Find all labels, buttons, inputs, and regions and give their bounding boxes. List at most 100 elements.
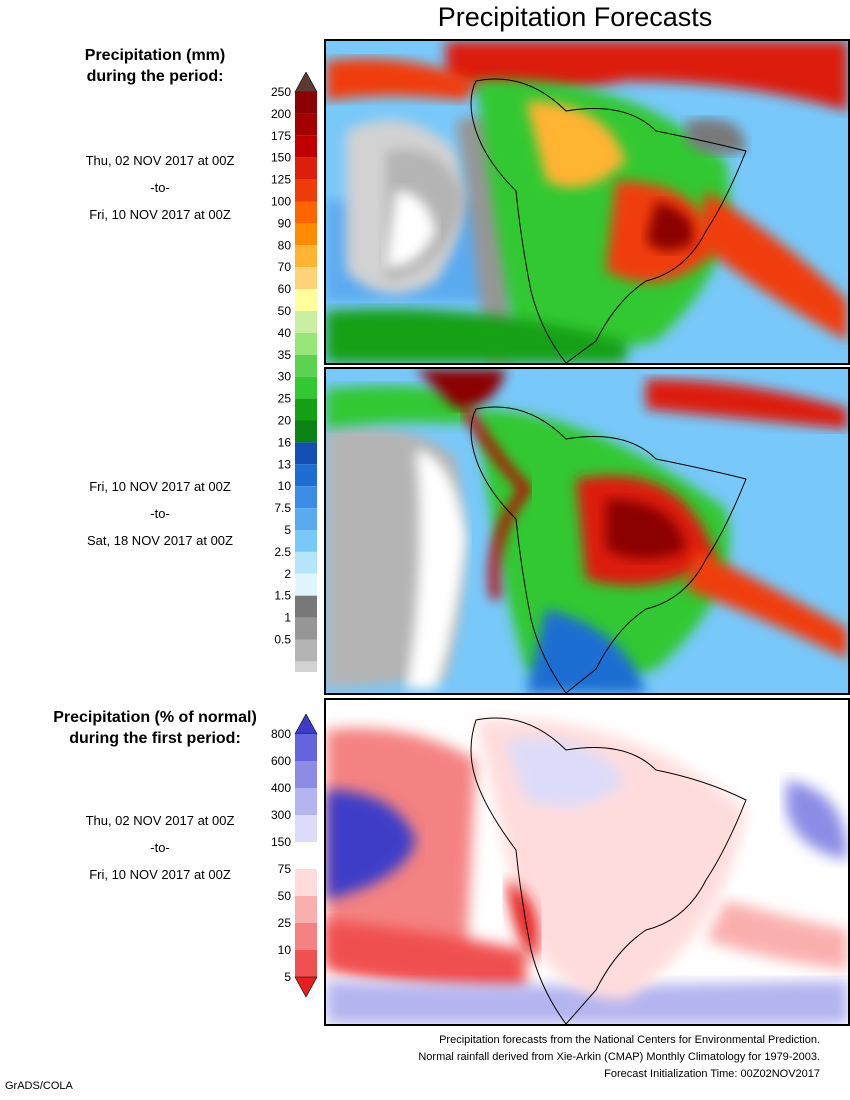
anomaly-period-start: Thu, 02 NOV 2017 at 00Z [85, 813, 235, 828]
anomaly-map [324, 698, 850, 1026]
anomaly-legend-tick-label: 400 [271, 781, 291, 795]
precip-legend-tick-label: 2 [284, 567, 291, 581]
period-2-label: Fri, 10 NOV 2017 at 00Z -to- Sat, 18 NOV… [40, 473, 280, 554]
precip-legend-band [295, 595, 317, 618]
precip-legend-band [295, 157, 317, 180]
precip-legend-tick-label: 25 [278, 392, 292, 406]
anomaly-section-title: Precipitation (% of normal) during the f… [20, 707, 290, 749]
anomaly-legend-tick-label: 800 [271, 727, 291, 741]
period-2-end: Sat, 18 NOV 2017 at 00Z [87, 533, 233, 548]
precip-legend-tick-label: 70 [278, 260, 292, 274]
precip-legend-tick-label: 50 [278, 304, 292, 318]
precip-legend-band [295, 573, 317, 596]
period-2-sep: -to- [150, 506, 170, 521]
anomaly-legend-band [295, 788, 317, 815]
precip-legend-tick-label: 10 [278, 479, 292, 493]
precip-legend-band [295, 135, 317, 158]
precip-map-period-1 [324, 39, 850, 365]
anomaly-legend-tick-label: 5 [284, 970, 291, 984]
footer-notes: Precipitation forecasts from the Nationa… [418, 1032, 820, 1083]
anomaly-legend-bottom-arrow [294, 976, 318, 998]
anomaly-legend-top-arrow [294, 714, 318, 735]
anomaly-legend-band [295, 815, 317, 842]
credit-label: GrADS/COLA [5, 1080, 73, 1092]
precip-legend-tick-label: 1.5 [274, 589, 291, 603]
precip-legend-tick-label: 80 [278, 238, 292, 252]
precip-legend-band [295, 267, 317, 290]
precip-legend-tick-label: 175 [271, 129, 291, 143]
precip-legend-band [295, 311, 317, 333]
anomaly-legend-band [295, 896, 317, 923]
precip-legend-band [295, 289, 317, 311]
period-2-start: Fri, 10 NOV 2017 at 00Z [89, 479, 231, 494]
precip-legend-band [295, 442, 317, 465]
anomaly-color-legend: 800 600 400 300 150 75 50 25 10 5 [271, 714, 318, 998]
precip-legend-band [295, 179, 317, 202]
anomaly-legend-band [295, 869, 317, 896]
anomaly-legend-band [295, 842, 317, 869]
precip-color-legend: 2502001751501251009080706050403530252016… [271, 72, 318, 672]
period-1-sep: -to- [150, 180, 170, 195]
precip-legend-tick-label: 150 [271, 151, 291, 165]
precip-legend-band [295, 398, 317, 421]
anomaly-legend-tick-label: 150 [271, 835, 291, 849]
precip-legend-tick-label: 100 [271, 195, 291, 209]
anomaly-legend-tick-label: 600 [271, 754, 291, 768]
precip-title-line2: during the period: [86, 68, 224, 85]
period-1-start: Thu, 02 NOV 2017 at 00Z [85, 153, 235, 168]
anomaly-legend-tick-label: 10 [278, 943, 292, 957]
precip-legend-tick-label: 0.5 [274, 633, 291, 647]
precip-legend-tick-label: 2.5 [274, 545, 291, 559]
precip-legend-tick-label: 30 [278, 370, 292, 384]
precip-legend-band [295, 486, 317, 509]
precip-legend-band [295, 617, 317, 640]
anomaly-period-end: Fri, 10 NOV 2017 at 00Z [89, 867, 231, 882]
precip-legend-band [295, 376, 317, 399]
period-1-end: Fri, 10 NOV 2017 at 00Z [89, 207, 231, 222]
precip-legend-tick-label: 125 [271, 173, 291, 187]
precip-legend-tick-label: 13 [278, 457, 292, 471]
precip-legend-tick-label: 20 [278, 414, 292, 428]
precip-legend-band [295, 661, 317, 672]
precip-legend-band [295, 245, 317, 268]
footer-line-2: Normal rainfall derived from Xie-Arkin (… [418, 1051, 820, 1063]
precip-legend-tick-label: 5 [284, 523, 291, 537]
page-title: Precipitation Forecasts [437, 2, 713, 32]
precip-legend-tick-label: 60 [278, 282, 292, 296]
anomaly-legend-band [295, 761, 317, 788]
precip-legend-band [295, 113, 317, 136]
precip-legend-band [295, 639, 317, 662]
footer-line-1: Precipitation forecasts from the Nationa… [439, 1034, 820, 1046]
anomaly-period-sep: -to- [150, 840, 170, 855]
precip-title-line1: Precipitation (mm) [84, 47, 226, 64]
anomaly-legend-band [295, 734, 317, 761]
precip-legend-band [295, 223, 317, 246]
precip-map-period-2 [324, 367, 850, 695]
precip-legend-band [295, 508, 317, 530]
precip-legend-band [295, 332, 317, 355]
precip-legend-band [295, 201, 317, 224]
precip-legend-band [295, 551, 317, 574]
precip-legend-tick-label: 90 [278, 216, 292, 230]
precip-legend-band [295, 464, 317, 487]
precip-legend-tick-label: 250 [271, 85, 291, 99]
precip-legend-top-arrow [294, 72, 318, 93]
anomaly-title-line2: during the first period: [69, 730, 241, 747]
anomaly-legend-tick-label: 300 [271, 808, 291, 822]
precip-legend-tick-label: 16 [278, 435, 292, 449]
anomaly-legend-tick-label: 50 [278, 889, 292, 903]
precip-legend-band [295, 420, 317, 443]
precip-section-title: Precipitation (mm) during the period: [20, 45, 290, 87]
precip-legend-tick-label: 1 [284, 611, 291, 625]
anomaly-legend-tick-label: 25 [278, 916, 292, 930]
precip-legend-band [295, 354, 317, 377]
anomaly-period-label: Thu, 02 NOV 2017 at 00Z -to- Fri, 10 NOV… [40, 807, 280, 888]
anomaly-title-line1: Precipitation (% of normal) [53, 709, 257, 726]
anomaly-legend-band [295, 923, 317, 950]
footer-line-3: Forecast Initialization Time: 00Z02NOV20… [604, 1068, 820, 1080]
precip-legend-band [295, 92, 317, 114]
anomaly-legend-tick-label: 75 [278, 862, 292, 876]
precip-legend-tick-label: 200 [271, 107, 291, 121]
anomaly-legend-band [295, 950, 317, 977]
precip-legend-tick-label: 40 [278, 326, 292, 340]
